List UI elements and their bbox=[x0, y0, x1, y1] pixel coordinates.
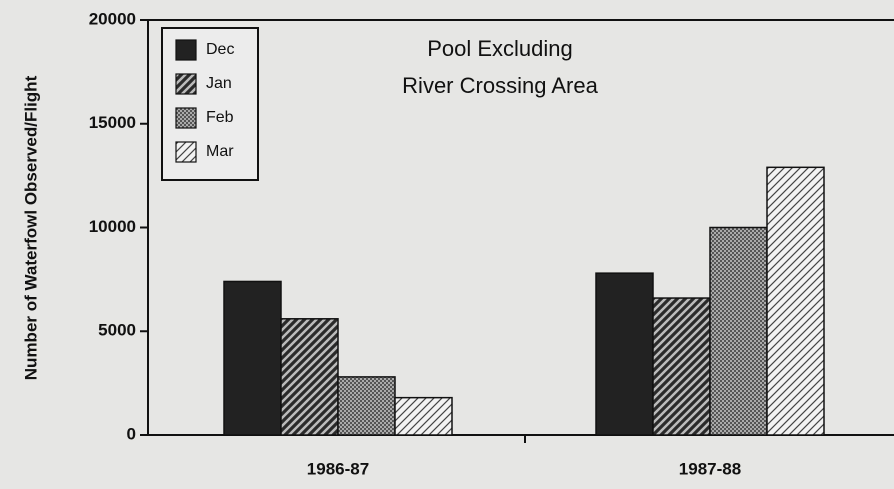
bar bbox=[766, 166, 825, 436]
legend-swatch bbox=[175, 39, 197, 61]
bar bbox=[223, 280, 282, 436]
bar bbox=[595, 272, 654, 436]
legend-swatch bbox=[175, 73, 197, 95]
bar bbox=[280, 318, 339, 436]
y-axis-label: Number of Waterfowl Observed/Flight bbox=[21, 75, 40, 380]
y-tick-label: 0 bbox=[127, 424, 136, 443]
legend-label: Mar bbox=[206, 143, 234, 160]
chart-title: River Crossing Area bbox=[402, 73, 598, 98]
y-tick-label: 10000 bbox=[89, 217, 136, 236]
y-tick-label: 15000 bbox=[89, 113, 136, 132]
x-tick-label: 1987-88 bbox=[679, 459, 741, 478]
bar bbox=[652, 297, 711, 436]
x-tick-label: 1986-87 bbox=[307, 459, 369, 478]
y-tick-label: 20000 bbox=[89, 9, 136, 28]
bar bbox=[709, 226, 768, 436]
chart-title: Pool Excluding bbox=[427, 36, 573, 61]
legend-swatch bbox=[175, 107, 197, 129]
legend-swatch bbox=[175, 141, 197, 163]
legend-label: Dec bbox=[206, 41, 234, 58]
legend-label: Jan bbox=[206, 75, 232, 92]
y-tick-label: 5000 bbox=[98, 321, 136, 340]
bar bbox=[394, 396, 453, 436]
bar bbox=[337, 376, 396, 436]
legend-label: Feb bbox=[206, 109, 234, 126]
